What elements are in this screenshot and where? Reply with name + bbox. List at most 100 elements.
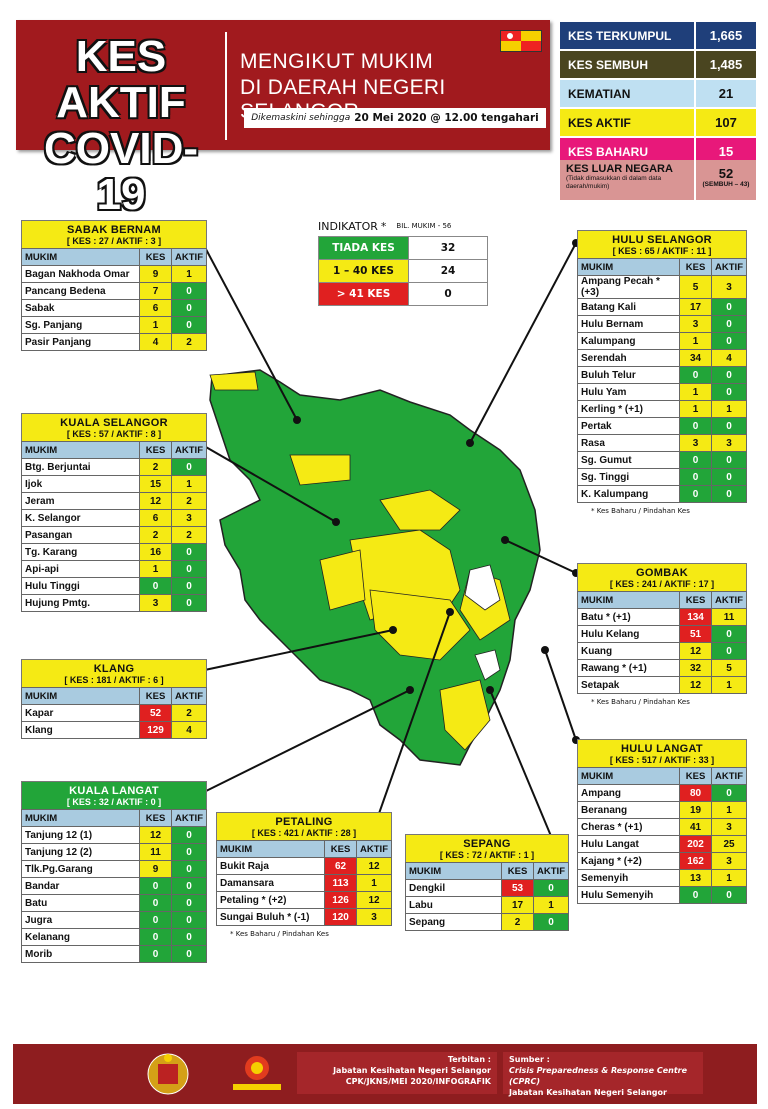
table-row: Rasa 3 3 (576, 434, 747, 452)
table-row: Tg. Karang 16 0 (20, 543, 207, 561)
mukim-name: Kalumpang (576, 332, 681, 350)
indicator-row: > 41 KES 0 (318, 282, 488, 306)
mukim-aktif: 5 (711, 659, 747, 677)
mukim-aktif: 0 (171, 877, 207, 895)
mukim-aktif: 1 (711, 400, 747, 418)
connector-sepang (489, 689, 557, 849)
overseas-label: KES LUAR NEGARA (566, 163, 673, 175)
mukim-aktif: 1 (711, 676, 747, 694)
connector-sabak-bernam (199, 237, 298, 421)
col-mukim: MUKIM (20, 248, 141, 266)
title-banner: KES AKTIF COVID-19 MENGIKUT MUKIM DI DAER… (16, 20, 550, 218)
col-kes: KES (679, 258, 713, 276)
mukim-name: Sg. Panjang (20, 316, 141, 334)
mukim-aktif: 4 (171, 721, 207, 739)
connector-petaling (375, 611, 451, 823)
mukim-aktif: 2 (171, 526, 207, 544)
district-kuala-langat: KUALA LANGAT[ KES : 32 / AKTIF : 0 ] MUKI… (20, 781, 207, 963)
mukim-kes: 17 (501, 896, 535, 914)
district-summary: [ KES : 27 / AKTIF : 3 ] (66, 236, 162, 246)
col-aktif: AKTIF (171, 687, 207, 705)
mukim-kes: 0 (679, 366, 713, 384)
selangor-flag-icon (500, 30, 542, 52)
table-row: Pasir Panjang 4 2 (20, 333, 207, 351)
mukim-name: Serendah (576, 349, 681, 367)
table-row: Semenyih 13 1 (576, 869, 747, 887)
table-row: Sg. Panjang 1 0 (20, 316, 207, 334)
stat-value: 21 (696, 80, 756, 107)
mukim-aktif: 0 (711, 332, 747, 350)
col-aktif: AKTIF (171, 809, 207, 827)
mukim-name: K. Selangor (20, 509, 141, 527)
mukim-name: Ampang (576, 784, 681, 802)
mukim-aktif: 0 (171, 860, 207, 878)
mukim-kes: 1 (679, 332, 713, 350)
mukim-name: Semenyih (576, 869, 681, 887)
table-row: Hulu Kelang 51 0 (576, 625, 747, 643)
district-summary: [ KES : 57 / AKTIF : 8 ] (66, 429, 162, 439)
mukim-aktif: 3 (711, 852, 747, 870)
mukim-aktif: 0 (711, 784, 747, 802)
divider (225, 32, 227, 140)
table-row: Cheras * (+1) 41 3 (576, 818, 747, 836)
mukim-name: Setapak (576, 676, 681, 694)
mukim-aktif: 1 (711, 869, 747, 887)
table-row: Hulu Langat 202 25 (576, 835, 747, 853)
col-aktif: AKTIF (356, 840, 392, 858)
stat-label: KEMATIAN (560, 80, 694, 107)
mukim-kes: 3 (139, 594, 173, 612)
table-row: Sungai Buluh * (-1) 120 3 (215, 908, 392, 926)
table-row: Bukit Raja 62 12 (215, 857, 392, 875)
region-pasir-panjang (289, 454, 351, 486)
stat-value: 1,485 (696, 51, 756, 78)
mukim-kes: 2 (139, 526, 173, 544)
mukim-aktif: 0 (711, 485, 747, 503)
mukim-name: Bukit Raja (215, 857, 326, 875)
stat-row: KES SEMBUH 1,485 (560, 51, 756, 78)
region-serendah (379, 489, 461, 531)
mukim-aktif: 0 (171, 928, 207, 946)
source-label: Sumber : (509, 1055, 550, 1064)
table-row: Kajang * (+2) 162 3 (576, 852, 747, 870)
main-title: KES AKTIF COVID-19 (26, 34, 216, 218)
mukim-name: Pasangan (20, 526, 141, 544)
footer: Terbitan : Jabatan Kesihatan Negeri Sela… (13, 1044, 757, 1104)
table-row: Ampang 80 0 (576, 784, 747, 802)
mukim-kes: 7 (139, 282, 173, 300)
mukim-aktif: 0 (171, 458, 207, 476)
mukim-aktif: 12 (356, 891, 392, 909)
mukim-aktif: 0 (171, 945, 207, 963)
table-row: Hujung Pmtg. 3 0 (20, 594, 207, 612)
mukim-kes: 13 (679, 869, 713, 887)
col-kes: KES (139, 441, 173, 459)
table-header-row: MUKIM KES AKTIF (404, 862, 569, 880)
col-mukim: MUKIM (215, 840, 326, 858)
mukim-kes: 0 (139, 928, 173, 946)
mukim-aktif: 0 (533, 913, 569, 931)
mukim-name: Labu (404, 896, 503, 914)
mukim-aktif: 3 (711, 275, 747, 299)
update-date: 20 Mei 2020 @ 12.00 tengahari (354, 112, 539, 124)
table-row: Kuang 12 0 (576, 642, 747, 660)
mukim-name: Hujung Pmtg. (20, 594, 141, 612)
mukim-aktif: 0 (711, 298, 747, 316)
mukim-kes: 3 (679, 434, 713, 452)
table-row: Buluh Telur 0 0 (576, 366, 747, 384)
table-row: Klang 129 4 (20, 721, 207, 739)
mukim-kes: 34 (679, 349, 713, 367)
mukim-kes: 162 (679, 852, 713, 870)
table-row: K. Selangor 6 3 (20, 509, 207, 527)
stat-value: 1,665 (696, 22, 756, 49)
connector-kuala-langat (201, 689, 411, 794)
indicator-row: 1 – 40 KES 24 (318, 259, 488, 283)
mukim-name: Rawang * (+1) (576, 659, 681, 677)
mukim-aktif: 0 (171, 826, 207, 844)
mukim-name: Kajang * (+2) (576, 852, 681, 870)
district-table: MUKIM KES AKTIF Bukit Raja 62 12 Damansara 113 1… (215, 840, 392, 926)
table-row: Setapak 12 1 (576, 676, 747, 694)
mukim-aktif: 0 (711, 451, 747, 469)
table-row: Bagan Nakhoda Omar 9 1 (20, 265, 207, 283)
col-aktif: AKTIF (711, 258, 747, 276)
table-header-row: MUKIM KES AKTIF (576, 767, 747, 785)
district-kuala-selangor: KUALA SELANGOR[ KES : 57 / AKTIF : 8 ] MU… (20, 413, 207, 612)
